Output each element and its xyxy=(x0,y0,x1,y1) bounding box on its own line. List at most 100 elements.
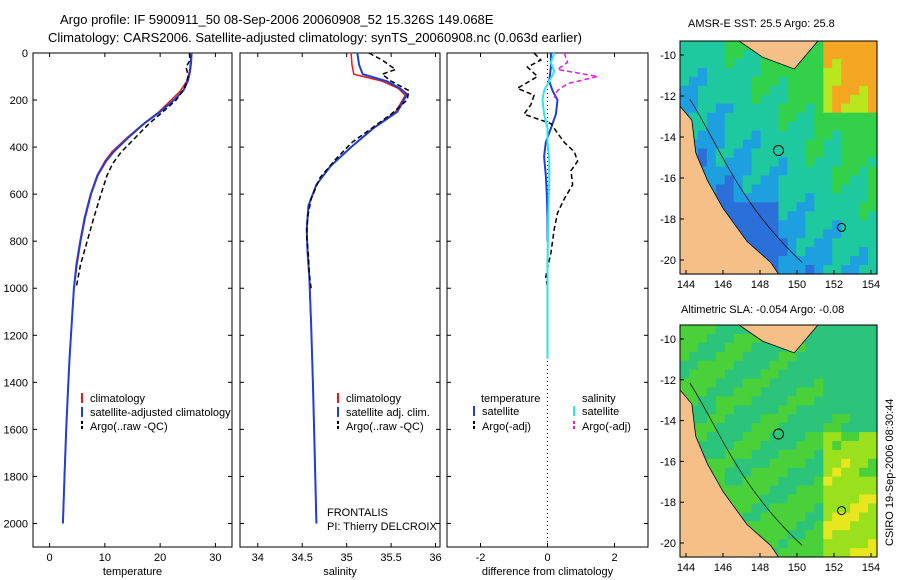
map-cell xyxy=(778,378,789,388)
map-cell xyxy=(841,265,851,275)
map-cell xyxy=(850,494,860,504)
map-cell xyxy=(805,432,815,442)
map-cell xyxy=(751,503,762,513)
map-cell xyxy=(823,512,833,522)
map-cell xyxy=(823,85,833,96)
map-y-tick-label: -18 xyxy=(660,214,676,226)
map-cell xyxy=(689,360,699,371)
map-cell xyxy=(859,548,869,558)
map-cell xyxy=(778,449,789,460)
map-cell xyxy=(751,494,762,504)
reef-marker xyxy=(837,506,847,516)
map-cell xyxy=(832,229,842,239)
map-cell xyxy=(859,458,869,469)
map-cell xyxy=(841,396,851,406)
map-cell xyxy=(814,50,824,60)
map-cell xyxy=(859,325,869,335)
map-cell xyxy=(832,530,842,540)
map-cell xyxy=(706,67,717,78)
map-cell xyxy=(733,378,744,388)
map-cell xyxy=(742,166,753,177)
x-tick-label: 36 xyxy=(429,552,441,564)
map-cell xyxy=(697,157,708,168)
map-cell xyxy=(787,378,798,388)
map-cell xyxy=(805,441,815,451)
map-cell xyxy=(814,539,824,549)
map-cell xyxy=(796,414,806,424)
map-cell xyxy=(850,485,860,496)
map-cell xyxy=(760,166,771,177)
map-cell xyxy=(805,265,815,275)
map-cell xyxy=(706,148,717,159)
map-cell xyxy=(778,467,789,478)
map-cell xyxy=(787,67,798,78)
map-cell xyxy=(805,85,815,96)
map-cell xyxy=(706,396,717,406)
map-cell xyxy=(796,220,806,230)
map-cell xyxy=(796,458,806,469)
map-cell xyxy=(859,175,869,185)
map-cell xyxy=(689,405,699,415)
map-cell xyxy=(751,476,762,487)
map-cell xyxy=(778,103,789,114)
map-cell xyxy=(868,265,878,275)
map-cell xyxy=(859,333,869,344)
map-cell xyxy=(823,94,833,105)
map-cell xyxy=(724,76,735,87)
map-cell xyxy=(778,485,789,496)
map-cell xyxy=(733,449,744,460)
map-cell xyxy=(868,396,878,406)
map-cell xyxy=(787,548,798,558)
map-cell xyxy=(751,369,762,380)
map-cell xyxy=(724,175,735,185)
map-cell xyxy=(868,521,878,531)
map-cell xyxy=(724,85,735,96)
map-cell xyxy=(787,193,798,203)
map-cell xyxy=(796,494,806,504)
map-cell xyxy=(751,184,762,194)
map-cell xyxy=(787,521,798,531)
map-cell xyxy=(841,175,851,185)
map-cell xyxy=(706,58,717,69)
map-cell xyxy=(715,325,726,335)
map-x-tick-label: 146 xyxy=(714,279,732,291)
map-cell xyxy=(787,175,798,185)
map-cell xyxy=(751,387,762,397)
map-cell xyxy=(787,247,798,257)
map-cell xyxy=(823,521,833,531)
map-cell xyxy=(787,485,798,496)
map-cell xyxy=(733,342,744,353)
map-cell xyxy=(689,103,699,114)
map-cell xyxy=(841,166,851,177)
series-line xyxy=(75,52,191,289)
map-cell xyxy=(751,423,762,433)
map-cell xyxy=(805,423,815,433)
map-cell xyxy=(868,103,878,114)
map-cell xyxy=(832,76,842,87)
legend-label: Argo(..raw -QC) xyxy=(346,421,424,433)
map-cell xyxy=(760,238,771,248)
map-cell xyxy=(823,139,833,150)
map-cell xyxy=(689,94,699,105)
map-cell xyxy=(697,423,708,433)
map-cell xyxy=(715,423,726,433)
timestamp-stamp: CSIRO 19-Sep-2006 08:30:44 xyxy=(884,398,896,546)
map-cell xyxy=(706,166,717,177)
map-cell xyxy=(796,103,806,114)
map-cell xyxy=(724,405,735,415)
map-cell xyxy=(805,202,815,212)
map-cell xyxy=(751,342,762,353)
map-cell xyxy=(796,184,806,194)
map-cell xyxy=(850,467,860,478)
map-cell xyxy=(832,449,842,460)
map-cell xyxy=(805,184,815,194)
map-cell xyxy=(778,503,789,513)
map-cell xyxy=(832,378,842,388)
map-cell xyxy=(868,94,878,105)
map-cell xyxy=(850,369,860,380)
map-cell xyxy=(733,414,744,424)
map-cell xyxy=(787,229,798,239)
map-cell xyxy=(859,387,869,397)
map-cell xyxy=(859,369,869,380)
